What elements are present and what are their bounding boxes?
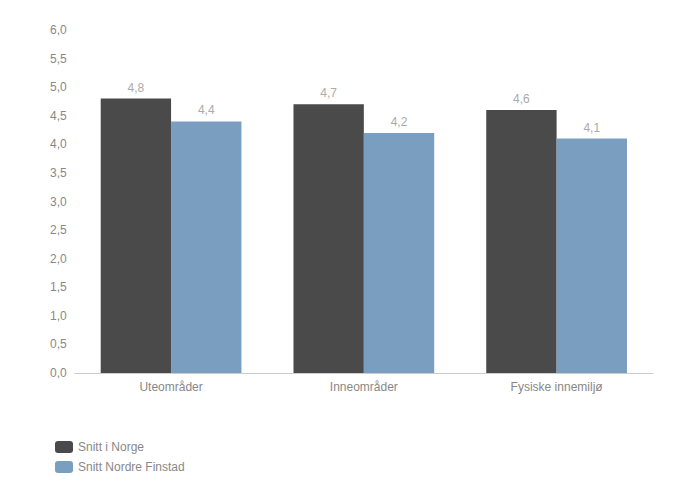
svg-text:1,0: 1,0 [50, 309, 67, 323]
svg-text:Uteområder: Uteområder [139, 380, 202, 394]
svg-text:0,5: 0,5 [50, 337, 67, 351]
svg-text:0,0: 0,0 [50, 366, 67, 380]
svg-text:4,5: 4,5 [50, 109, 67, 123]
svg-text:4,1: 4,1 [583, 121, 600, 135]
svg-text:6,0: 6,0 [50, 23, 67, 37]
svg-text:1,5: 1,5 [50, 280, 67, 294]
svg-text:4,2: 4,2 [391, 115, 408, 129]
svg-text:2,5: 2,5 [50, 223, 67, 237]
svg-text:3,0: 3,0 [50, 195, 67, 209]
svg-text:3,5: 3,5 [50, 166, 67, 180]
svg-text:Inneområder: Inneområder [330, 380, 398, 394]
svg-text:2,0: 2,0 [50, 252, 67, 266]
svg-text:Snitt Nordre Finstad: Snitt Nordre Finstad [78, 460, 185, 474]
svg-text:4,7: 4,7 [320, 86, 337, 100]
svg-text:Snitt i Norge: Snitt i Norge [78, 440, 144, 454]
svg-text:4,4: 4,4 [198, 103, 215, 117]
svg-text:Fysiske innemiljø: Fysiske innemiljø [511, 380, 604, 394]
svg-text:5,0: 5,0 [50, 80, 67, 94]
svg-text:4,6: 4,6 [513, 92, 530, 106]
svg-text:4,8: 4,8 [128, 81, 145, 95]
svg-text:4,0: 4,0 [50, 137, 67, 151]
svg-text:5,5: 5,5 [50, 52, 67, 66]
